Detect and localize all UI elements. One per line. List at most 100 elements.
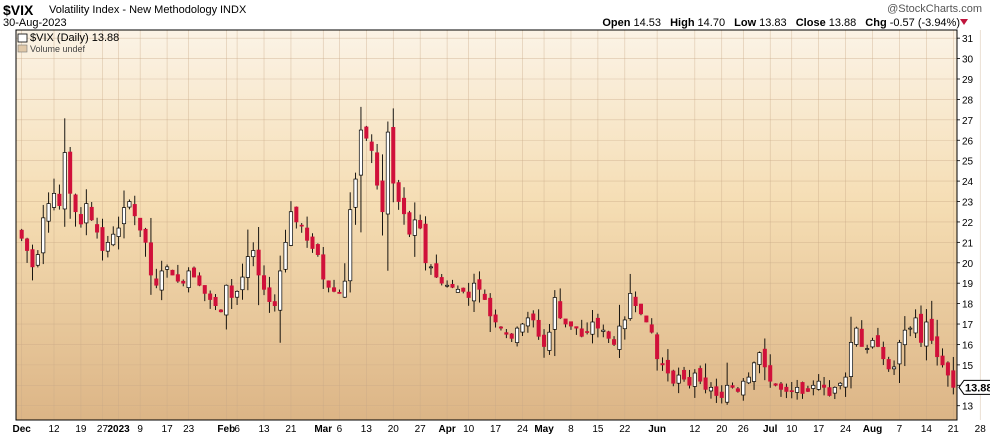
x-tick-label: May [534, 424, 554, 435]
candle-body-down [391, 127, 396, 184]
candle-body-down [800, 382, 805, 394]
candle-body-down [315, 244, 320, 255]
candle [235, 290, 240, 305]
candle [827, 380, 832, 397]
candle-body-down [138, 217, 143, 231]
candle [25, 237, 30, 263]
candle-body-down [655, 334, 660, 360]
candle [881, 341, 886, 366]
candle-body-down [461, 287, 466, 292]
candle [520, 323, 525, 337]
high-label: High [670, 17, 695, 29]
candle [364, 125, 369, 141]
candle-body-down [326, 280, 331, 288]
change-label: Chg [865, 17, 887, 29]
candle-body-down [595, 317, 600, 329]
candle-body-down [822, 384, 827, 388]
x-tick-label: 27 [415, 424, 427, 435]
candle-body-down [859, 328, 864, 347]
candle-body-up [854, 327, 859, 345]
candle [908, 326, 913, 337]
y-tick-label: 30 [962, 55, 974, 66]
symbol-description: Volatility Index - New Methodology [49, 4, 218, 16]
candle [369, 134, 374, 164]
candle-body-down [213, 296, 218, 307]
candle [305, 216, 310, 248]
candle [148, 217, 153, 295]
candle [735, 386, 740, 393]
candle-body-up [240, 276, 245, 291]
candle-body-up [105, 242, 110, 252]
x-tick-label: 17 [490, 424, 502, 435]
candle-body-down [730, 385, 735, 388]
candle-body-down [380, 180, 385, 213]
x-tick-label: 6 [234, 424, 240, 435]
candle-body-up [708, 386, 713, 392]
candle-body-up [628, 293, 633, 319]
candle-body-up [348, 209, 353, 282]
x-tick-label: Feb [217, 424, 235, 435]
candle [116, 216, 121, 250]
last-value-label: 13.88 [965, 382, 990, 394]
candle [757, 351, 762, 374]
candle [73, 193, 78, 227]
candle-body-down [256, 249, 261, 276]
candle [62, 118, 67, 227]
candle [585, 322, 590, 335]
candle [342, 263, 347, 298]
candle [461, 287, 466, 294]
candle [30, 244, 35, 281]
y-tick-label: 21 [962, 238, 974, 249]
plot-border [15, 29, 958, 421]
candle-body-down [649, 324, 654, 333]
candle [315, 243, 320, 257]
y-tick-label: 24 [962, 177, 974, 188]
candle [240, 263, 245, 300]
candle [95, 217, 100, 239]
candle-body-down [143, 228, 148, 243]
candle-body-up [924, 321, 929, 347]
candle [940, 348, 945, 368]
candle [278, 255, 283, 343]
candle-body-down [488, 297, 493, 317]
candle [784, 383, 789, 399]
candle-body-down [585, 331, 590, 333]
candle [450, 279, 455, 289]
candle [606, 330, 611, 344]
candle [768, 354, 773, 388]
candle-body-up [245, 256, 250, 278]
candle-body-up [46, 203, 51, 222]
candle-body-down [170, 269, 175, 276]
candle-body-down [714, 386, 719, 396]
candle-body-down [25, 238, 30, 251]
candle-body-down [418, 220, 423, 229]
candle [78, 207, 83, 228]
candle [256, 227, 261, 306]
candle-body-up [832, 386, 837, 394]
candle [488, 293, 493, 333]
close-value: 13.88 [828, 17, 857, 29]
candle [800, 381, 805, 399]
candle-body-down [951, 370, 956, 388]
candle-body-down [132, 204, 137, 217]
candle [773, 383, 778, 387]
candle [412, 202, 417, 257]
candle [35, 250, 40, 268]
symbol-label: $VIX [3, 2, 34, 18]
candle [848, 316, 854, 389]
candle [525, 311, 530, 333]
last-value-marker [958, 379, 990, 395]
candle-body-up [692, 372, 697, 387]
candle-body-down [563, 318, 568, 325]
candle-body-up [795, 386, 800, 393]
candle [348, 192, 353, 293]
candle [218, 309, 223, 313]
candle [127, 199, 132, 210]
candle [396, 179, 401, 210]
x-tick-label: 13 [361, 424, 373, 435]
candle [326, 280, 331, 293]
candle-body-down [375, 152, 380, 186]
candle [159, 260, 164, 301]
candle [84, 189, 89, 236]
candle [445, 280, 450, 288]
